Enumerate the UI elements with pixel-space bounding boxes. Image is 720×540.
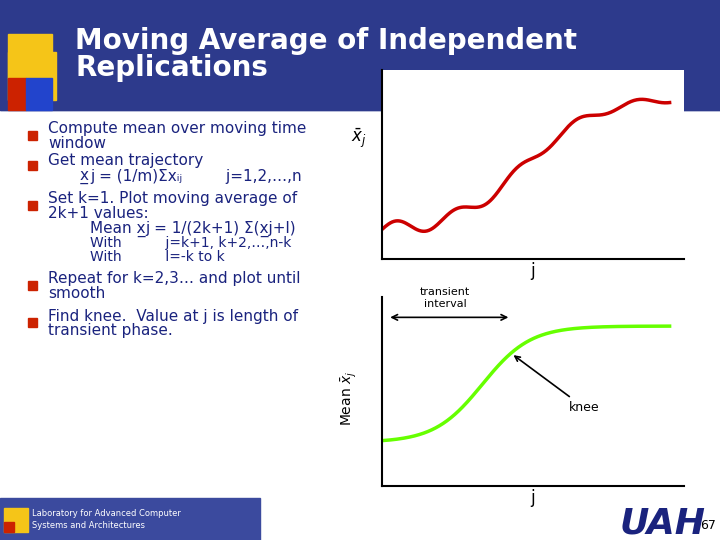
Bar xyxy=(28,318,37,327)
Bar xyxy=(0,498,260,540)
Bar xyxy=(0,0,720,110)
Text: 67: 67 xyxy=(700,519,716,532)
Text: With          j=k+1, k+2,…,n-k: With j=k+1, k+2,…,n-k xyxy=(90,236,292,250)
Bar xyxy=(4,508,28,532)
Text: Mean $\bar{x}_j$: Mean $\bar{x}_j$ xyxy=(341,371,359,427)
Bar xyxy=(4,522,14,532)
Text: 2k+1 values:: 2k+1 values: xyxy=(48,206,148,220)
Bar xyxy=(28,200,37,210)
Text: Compute mean over moving time: Compute mean over moving time xyxy=(48,122,307,137)
Text: Laboratory for Advanced Computer: Laboratory for Advanced Computer xyxy=(32,510,181,518)
Text: Get mean trajectory: Get mean trajectory xyxy=(48,153,203,168)
Text: UAH: UAH xyxy=(620,507,706,540)
Text: Replications: Replications xyxy=(75,54,268,82)
Bar xyxy=(28,160,37,170)
Bar xyxy=(8,34,52,78)
Bar xyxy=(26,78,52,110)
Bar xyxy=(28,280,37,289)
Text: With          l=-k to k: With l=-k to k xyxy=(90,250,225,264)
Text: x̲: x̲ xyxy=(80,170,89,185)
Text: j = (1/m)Σxᵢⱼ         j=1,2,…,n: j = (1/m)Σxᵢⱼ j=1,2,…,n xyxy=(90,170,302,185)
Text: j = 1/(2k+1) Σ(x̲j+l): j = 1/(2k+1) Σ(x̲j+l) xyxy=(145,221,296,237)
Text: Systems and Architectures: Systems and Architectures xyxy=(32,522,145,530)
Text: Set k=1. Plot moving average of: Set k=1. Plot moving average of xyxy=(48,192,297,206)
Bar xyxy=(8,52,56,100)
Text: knee: knee xyxy=(515,356,600,414)
Text: transient
interval: transient interval xyxy=(420,287,470,309)
Bar xyxy=(28,131,37,139)
Text: smooth: smooth xyxy=(48,286,105,300)
Text: window: window xyxy=(48,136,106,151)
Text: transient phase.: transient phase. xyxy=(48,322,173,338)
X-axis label: j: j xyxy=(531,489,535,507)
Text: Mean x̲: Mean x̲ xyxy=(90,221,145,237)
Text: $\bar{x}_j$: $\bar{x}_j$ xyxy=(351,126,366,150)
Text: Find knee.  Value at j is length of: Find knee. Value at j is length of xyxy=(48,308,298,323)
Bar xyxy=(8,78,26,110)
Text: Moving Average of Independent: Moving Average of Independent xyxy=(75,27,577,55)
Text: Repeat for k=2,3… and plot until: Repeat for k=2,3… and plot until xyxy=(48,272,300,287)
Bar xyxy=(0,0,720,110)
X-axis label: j: j xyxy=(531,262,535,280)
